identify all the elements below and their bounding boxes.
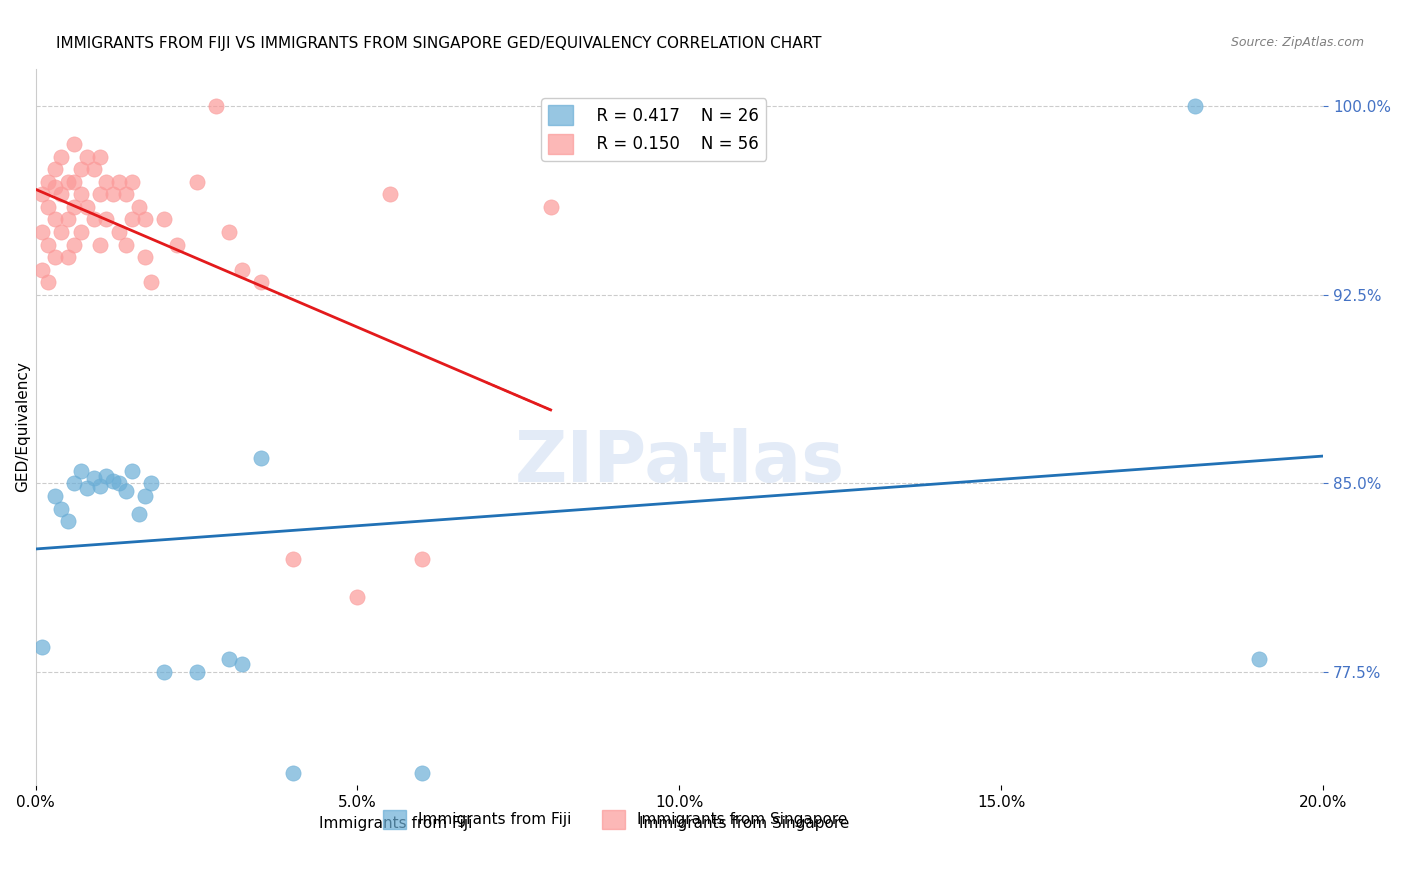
Point (218, 652, 240, 666)
Point (101, 474, 124, 488)
Point (37, 200, 59, 214)
Point (250, 451, 273, 466)
Point (218, 225, 240, 239)
Point (69, 187, 91, 202)
Point (114, 483, 136, 498)
Point (56, 250, 79, 264)
Point (281, 765, 304, 780)
Point (63, 476, 86, 491)
Text: Source: ZipAtlas.com: Source: ZipAtlas.com (1230, 36, 1364, 49)
Legend: Immigrants from Fiji, Immigrants from Singapore: Immigrants from Fiji, Immigrants from Si… (377, 804, 853, 835)
Point (69, 162, 91, 177)
Point (1247, 652, 1270, 666)
Point (44, 179, 66, 194)
Point (56, 175, 79, 189)
Point (83, 471, 105, 485)
Point (108, 175, 131, 189)
Point (89, 187, 111, 202)
Point (76, 200, 98, 214)
Point (378, 187, 401, 202)
Point (69, 464, 91, 478)
Point (83, 162, 105, 177)
Point (186, 175, 208, 189)
Point (51, 225, 73, 239)
Point (51, 187, 73, 202)
Point (37, 175, 59, 189)
Point (44, 250, 66, 264)
Point (186, 665, 208, 679)
Point (63, 175, 86, 189)
Point (540, 200, 562, 214)
Point (37, 275, 59, 289)
Point (51, 149, 73, 163)
Point (205, 99, 228, 113)
Point (128, 507, 150, 521)
Point (153, 665, 176, 679)
Point (101, 187, 124, 202)
Point (89, 149, 111, 163)
Point (31, 187, 53, 202)
Point (121, 175, 143, 189)
Y-axis label: GED/Equivalency: GED/Equivalency (15, 361, 30, 492)
Text: IMMIGRANTS FROM FIJI VS IMMIGRANTS FROM SINGAPORE GED/EQUIVALENCY CORRELATION CH: IMMIGRANTS FROM FIJI VS IMMIGRANTS FROM … (56, 36, 821, 51)
Point (89, 479, 111, 493)
Point (76, 482, 98, 496)
Point (231, 657, 253, 672)
Point (63, 136, 86, 151)
Point (346, 590, 368, 604)
Point (96, 175, 118, 189)
Point (83, 212, 105, 227)
Point (250, 275, 273, 289)
Point (121, 212, 143, 227)
Point (411, 551, 433, 566)
Point (114, 237, 136, 252)
Point (166, 237, 188, 252)
Point (31, 225, 53, 239)
Point (37, 237, 59, 252)
Point (63, 237, 86, 252)
Point (44, 162, 66, 177)
Point (141, 476, 163, 491)
Text: ZIPatlas: ZIPatlas (515, 428, 845, 497)
Point (76, 149, 98, 163)
Point (89, 237, 111, 252)
Point (44, 212, 66, 227)
Point (1184, 99, 1206, 113)
Point (96, 212, 118, 227)
Point (51, 501, 73, 516)
Point (31, 640, 53, 654)
Point (281, 551, 304, 566)
Point (31, 262, 53, 277)
Point (128, 200, 150, 214)
Point (141, 275, 163, 289)
Point (108, 225, 131, 239)
Text: Immigrants from Fiji: Immigrants from Fiji (319, 816, 472, 831)
Point (56, 212, 79, 227)
Point (114, 187, 136, 202)
Point (69, 225, 91, 239)
Text: Immigrants from Singapore: Immigrants from Singapore (638, 816, 849, 831)
Point (231, 262, 253, 277)
Point (56, 514, 79, 528)
Point (108, 476, 131, 491)
Point (121, 464, 143, 478)
Point (134, 212, 156, 227)
Point (134, 250, 156, 264)
Point (153, 212, 176, 227)
Point (96, 468, 118, 483)
Point (63, 200, 86, 214)
Point (44, 489, 66, 503)
Point (134, 489, 156, 503)
Point (411, 765, 433, 780)
